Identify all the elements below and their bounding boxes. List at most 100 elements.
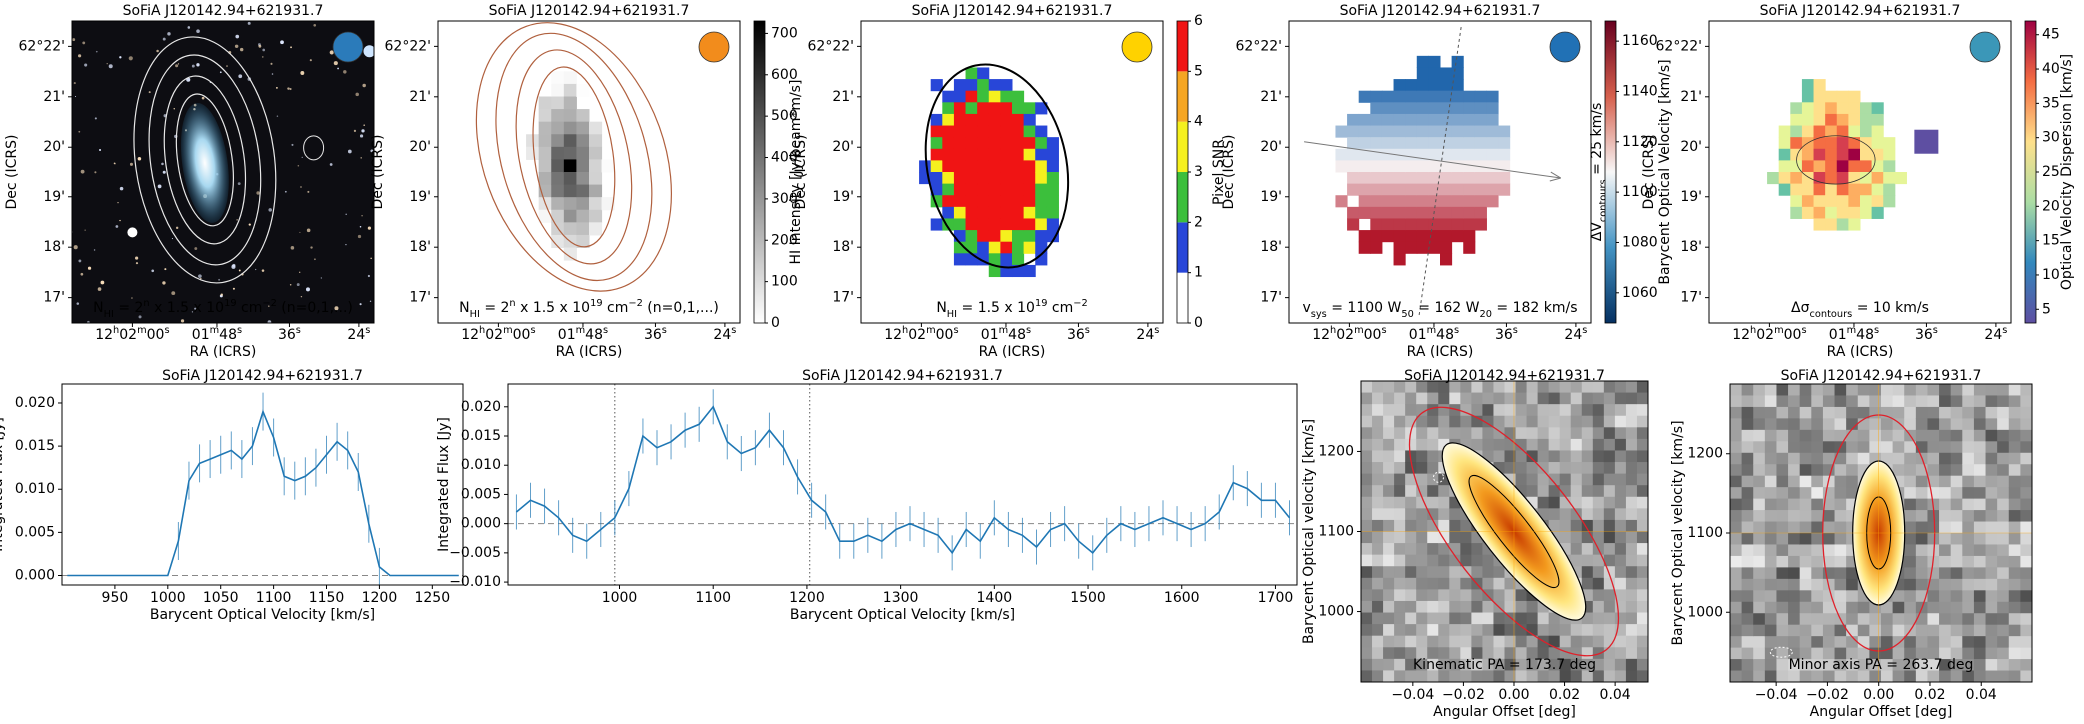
noise-pixel [1997,418,2010,431]
noise-pixel [1636,543,1648,556]
noise-pixel [1788,624,1801,637]
noise-pixel [1811,487,1824,500]
noise-pixel [1904,510,1917,523]
map-pixel [1848,113,1861,127]
noise-pixel [1788,555,1801,568]
contour [1796,135,1876,185]
noise-pixel [1438,577,1450,590]
noise-pixel [2020,659,2032,672]
noise-pixel [1559,450,1572,463]
x-axis-label: RA (ICRS) [190,344,257,360]
map-pixel [1000,125,1013,138]
star [290,246,295,250]
text-segment: s [1933,325,1938,336]
noise-pixel [1537,658,1550,671]
noise-pixel [1834,555,1847,568]
noise-pixel [1985,498,1998,511]
star [299,271,301,274]
noise-pixel [2020,601,2032,614]
noise-pixel [1811,406,1824,419]
noise-pixel [1962,498,1975,511]
noise-pixel [1985,429,1998,442]
panel-title: SoFiA J120142.94+621931.7 [1340,3,1541,19]
map-pixel [942,195,955,208]
map-pixel [1883,172,1896,185]
noise-pixel [1504,600,1517,614]
map-pixel [1440,125,1453,138]
noise-pixel [1581,415,1594,428]
noise-pixel [1939,498,1952,511]
star [162,37,166,41]
noise-pixel [1753,613,1766,626]
noise-pixel [1869,395,1882,408]
text-segment: 00 [1784,327,1802,343]
noise-pixel [2008,647,2021,660]
star [238,74,243,79]
noise-pixel [1526,635,1539,648]
map-pixel [942,172,955,185]
noise-pixel [1904,521,1917,534]
y-axis-label: Dec (ICRS) [1221,135,1237,210]
noise-pixel [1372,543,1384,556]
map-pixel [1046,148,1059,161]
noise-pixel [1846,487,1859,500]
star [347,149,352,154]
axes-frame [61,383,464,586]
map-pixel [551,209,565,223]
noise-pixel [1799,464,1812,477]
noise-pixel [1846,464,1859,477]
noise-pixel [1405,647,1417,660]
noise-pixel [1962,521,1975,534]
x-tick-label: 1300 [883,590,919,606]
noise-pixel [1973,384,1987,396]
noise-pixel [1603,519,1616,532]
noise-pixel [1950,406,1963,419]
x-tick-label: 1250 [414,590,450,606]
noise-pixel [1927,624,1940,637]
map-pixel [1381,148,1395,161]
star [129,162,133,166]
noise-pixel [1869,441,1882,454]
noise-pixel [1939,590,1952,603]
noise-pixel [1869,613,1882,626]
x-tick-label: 12h02m00s [461,325,535,344]
text-segment: HI [470,309,480,320]
noise-pixel [1548,519,1561,532]
map-pixel [977,230,990,243]
map-pixel [1381,160,1395,173]
noise-pixel [1504,647,1517,660]
map-pixel [551,146,565,160]
noise-pixel [1570,473,1583,486]
noise-pixel [1504,404,1517,417]
noise-pixel [1915,464,1928,477]
noise-pixel [1846,636,1859,649]
noise-pixel [1526,485,1539,498]
colorbar-tick-label: 15 [2042,233,2060,249]
map-pixel [1825,160,1838,173]
noise-pixel [2020,498,2032,511]
noise-pixel [1427,577,1439,590]
text-segment: 01 [192,327,210,343]
noise-pixel [1846,613,1859,626]
noise-pixel [1460,589,1472,602]
star [194,307,197,310]
star [329,50,334,55]
noise-pixel [1471,415,1483,428]
map-pixel [1035,218,1048,231]
noise-pixel [1997,429,2010,442]
noise-pixel [1394,624,1406,637]
text-segment: = 25 km/s [1589,103,1605,180]
x-tick-label: 01m48s [558,325,608,344]
noise-pixel [1741,590,1754,603]
noise-pixel [1776,395,1789,408]
noise-pixel [1471,670,1483,682]
noise-pixel [1570,381,1583,394]
noise-pixel [1548,647,1561,660]
noise-pixel [2020,452,2032,465]
noise-pixel [1892,384,1905,396]
noise-pixel [1997,613,2010,626]
noise-pixel [1973,624,1987,637]
noise-pixel [1438,543,1450,556]
noise-pixel [1753,418,1766,431]
noise-pixel [1625,438,1638,451]
